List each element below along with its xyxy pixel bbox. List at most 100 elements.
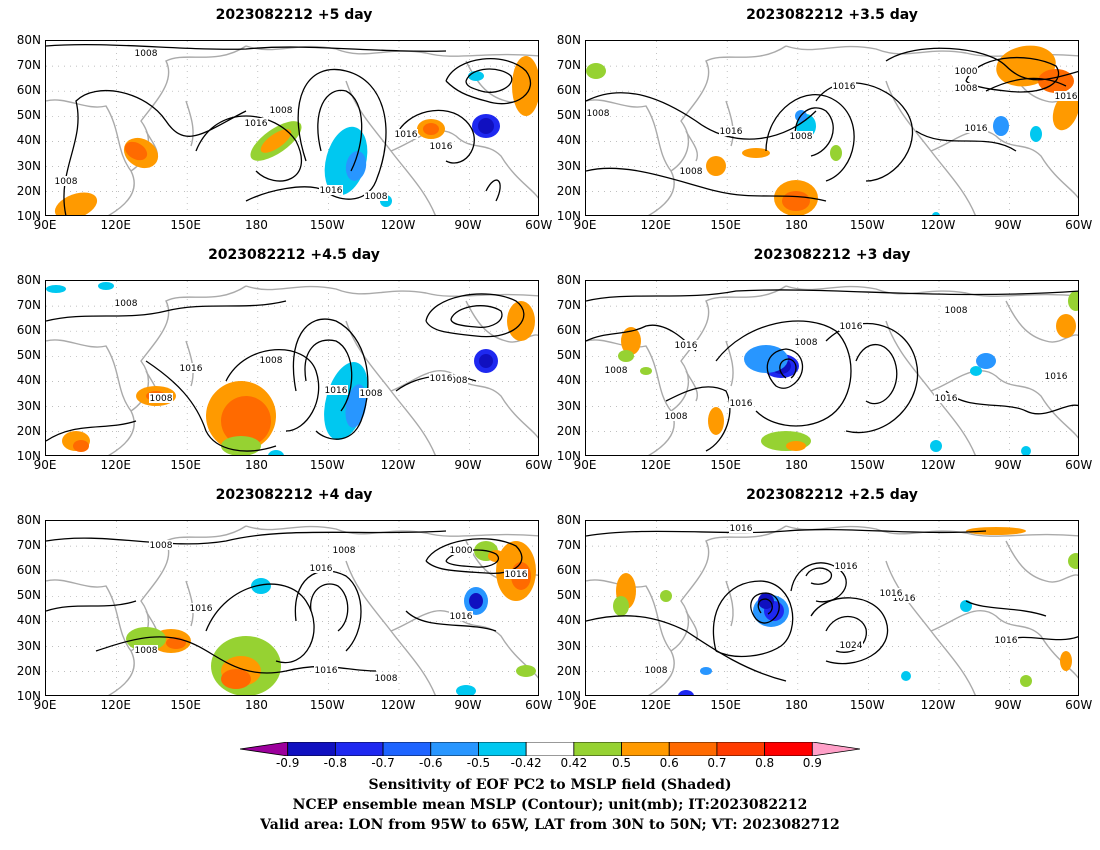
contour-label: 1016: [505, 570, 528, 580]
lat-tick-label: 50N: [16, 108, 41, 123]
caption-line-2: NCEP ensemble mean MSLP (Contour); unit(…: [292, 797, 808, 813]
contour-label: 1008: [260, 356, 283, 366]
contour-label: 1016: [935, 394, 958, 404]
lon-tick-label: 90E: [33, 218, 57, 232]
lat-tick-label: 10N: [16, 448, 41, 463]
panel-title: 2023082212 +3.5 day: [746, 7, 918, 23]
lat-tick-label: 20N: [16, 423, 41, 438]
lat-tick-label: 70N: [556, 58, 581, 73]
lat-tick-label: 10N: [556, 448, 581, 463]
contour-label: 1016: [720, 127, 743, 137]
lon-tick-label: 90W: [454, 458, 482, 472]
lat-tick-label: 30N: [556, 398, 581, 413]
lat-tick-label: 40N: [556, 373, 581, 388]
lon-tick-label: 60W: [1065, 698, 1093, 712]
colorbar-tick-label: -0.7: [371, 756, 395, 770]
colorbar-segment: [811, 742, 860, 756]
lat-tick-label: 80N: [556, 273, 581, 287]
map-panel: 1008 1016 1008 1016 1008 1016 1016 1008 1000 1016: [45, 520, 539, 696]
lon-tick-label: 150W: [309, 218, 345, 232]
lon-tick-label: 120E: [640, 698, 672, 712]
contour-label: 1016: [893, 594, 916, 604]
contour-label: 1016: [430, 142, 453, 152]
lon-tick-label: 120E: [640, 458, 672, 472]
colorbar-segment: [621, 742, 670, 756]
lat-tick-label: 10N: [16, 208, 41, 223]
lon-tick-label: 120W: [920, 458, 956, 472]
lon-tick-label: 120E: [640, 218, 672, 232]
lat-tick-label: 40N: [16, 373, 41, 388]
lat-tick-label: 80N: [16, 273, 41, 287]
lon-tick-label: 180: [785, 458, 808, 472]
lon-tick-label: 90W: [994, 458, 1022, 472]
lon-tick-label: 150W: [849, 698, 885, 712]
lon-tick-label: 150W: [849, 218, 885, 232]
lon-tick-label: 60W: [525, 458, 553, 472]
colorbar-tick-label: -0.42: [510, 756, 542, 770]
lon-tick-label: 60W: [1065, 458, 1093, 472]
map-panel: 1008 1016 1016 1008 1008 1000 1008 1016 1016: [585, 40, 1079, 216]
lat-tick-label: 30N: [556, 638, 581, 653]
map-panel: 1016 1008 1016 1016 1024 1016 1016: [585, 520, 1079, 696]
contour-label: 1016: [995, 636, 1018, 646]
contour-label: 1000: [450, 546, 473, 556]
colorbar-segment: [382, 742, 432, 756]
contour-label: 1008: [375, 674, 398, 684]
contour-label: 1016: [245, 119, 268, 129]
lat-tick-label: 40N: [556, 613, 581, 628]
lon-tick-label: 90W: [994, 698, 1022, 712]
contour-label: 1008: [945, 306, 968, 316]
lon-tick-label: 60W: [1065, 218, 1093, 232]
lat-tick-label: 50N: [16, 588, 41, 603]
panel-title: 2023082212 +4 day: [215, 487, 373, 503]
lon-tick-label: 150E: [710, 458, 741, 472]
lat-tick-label: 40N: [16, 133, 41, 148]
lon-tick-label: 120W: [380, 698, 416, 712]
contour-label: 1016: [840, 322, 863, 332]
colorbar-tick-label: -0.9: [275, 756, 300, 770]
lat-tick-label: 60N: [16, 323, 41, 338]
colorbar-tick-label: 0.8: [755, 756, 775, 770]
lon-tick-label: 90E: [573, 698, 597, 712]
map-panel: 1008 1008 1016 1016 1016 1016 1008 1008: [45, 40, 539, 216]
contour-label: 1016: [1045, 372, 1068, 382]
panel-title: 2023082212 +4.5 day: [208, 247, 380, 263]
lat-tick-label: 10N: [556, 688, 581, 703]
contour-label: 1008: [680, 167, 703, 177]
contour-label: 1016: [833, 82, 856, 92]
lat-tick-label: 70N: [556, 298, 581, 313]
colorbar-segment: [478, 742, 527, 756]
contour-label: 1016: [730, 399, 753, 409]
contour-label: 1008: [150, 394, 173, 404]
lat-tick-label: 70N: [16, 538, 41, 553]
lat-tick-label: 30N: [16, 158, 41, 173]
contour-label: 1008: [955, 84, 978, 94]
lon-tick-label: 150E: [710, 698, 741, 712]
lat-tick-label: 60N: [16, 83, 41, 98]
lon-tick-label: 60W: [525, 698, 553, 712]
contour-label: 1008: [150, 541, 173, 551]
lon-tick-label: 120E: [100, 698, 132, 712]
lon-tick-label: 120E: [100, 218, 132, 232]
map-panel: 1008 1016 1008 1016 1008 1008 1016 1008: [45, 280, 539, 456]
panel-title: 2023082212 +5 day: [215, 7, 373, 23]
lon-tick-label: 150E: [170, 218, 201, 232]
lat-tick-label: 60N: [556, 323, 581, 338]
contour-label: 1016: [325, 386, 348, 396]
lon-tick-label: 120W: [920, 698, 956, 712]
lat-tick-label: 40N: [556, 133, 581, 148]
contour-label: 1016: [315, 666, 338, 676]
contour-label: 1008: [645, 666, 668, 676]
contour-label: 1016: [835, 562, 858, 572]
contour-label: 1008: [605, 366, 628, 376]
lat-tick-label: 80N: [556, 33, 581, 47]
lon-tick-label: 90W: [994, 218, 1022, 232]
contour-label: 1008: [360, 389, 383, 399]
lat-tick-label: 70N: [556, 538, 581, 553]
lat-tick-label: 50N: [16, 348, 41, 363]
lat-tick-label: 80N: [16, 33, 41, 47]
contour-label: 1008: [365, 192, 388, 202]
